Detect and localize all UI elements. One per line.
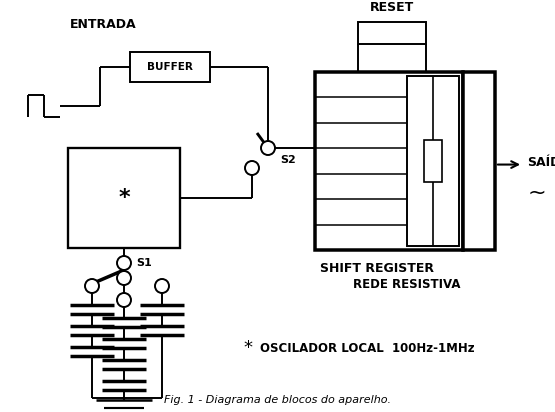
Text: BUFFER: BUFFER	[147, 62, 193, 72]
Text: ~: ~	[528, 183, 546, 203]
Text: RESET: RESET	[370, 1, 414, 14]
Text: SHIFT REGISTER: SHIFT REGISTER	[320, 262, 434, 274]
Circle shape	[245, 161, 259, 175]
Bar	[68, 148, 180, 248]
Circle shape	[117, 256, 131, 270]
Circle shape	[117, 271, 131, 285]
Text: ENTRADA: ENTRADA	[70, 18, 137, 31]
Text: S2: S2	[280, 155, 296, 165]
Bar	[463, 72, 495, 250]
Bar	[315, 72, 463, 250]
Bar	[407, 76, 459, 246]
Text: *: *	[118, 188, 130, 208]
Text: *: *	[244, 339, 253, 357]
Text: S1: S1	[136, 258, 152, 268]
Bar	[358, 22, 426, 44]
Circle shape	[117, 293, 131, 307]
Circle shape	[155, 279, 169, 293]
Text: SAÍDA: SAÍDA	[527, 156, 555, 169]
Text: Fig. 1 - Diagrama de blocos do aparelho.: Fig. 1 - Diagrama de blocos do aparelho.	[164, 395, 391, 405]
Circle shape	[85, 279, 99, 293]
Bar	[424, 140, 442, 182]
Circle shape	[261, 141, 275, 155]
Text: OSCILADOR LOCAL  100Hz-1MHz: OSCILADOR LOCAL 100Hz-1MHz	[260, 342, 475, 354]
Bar	[130, 52, 210, 82]
Text: REDE RESISTIVA: REDE RESISTIVA	[353, 279, 461, 292]
